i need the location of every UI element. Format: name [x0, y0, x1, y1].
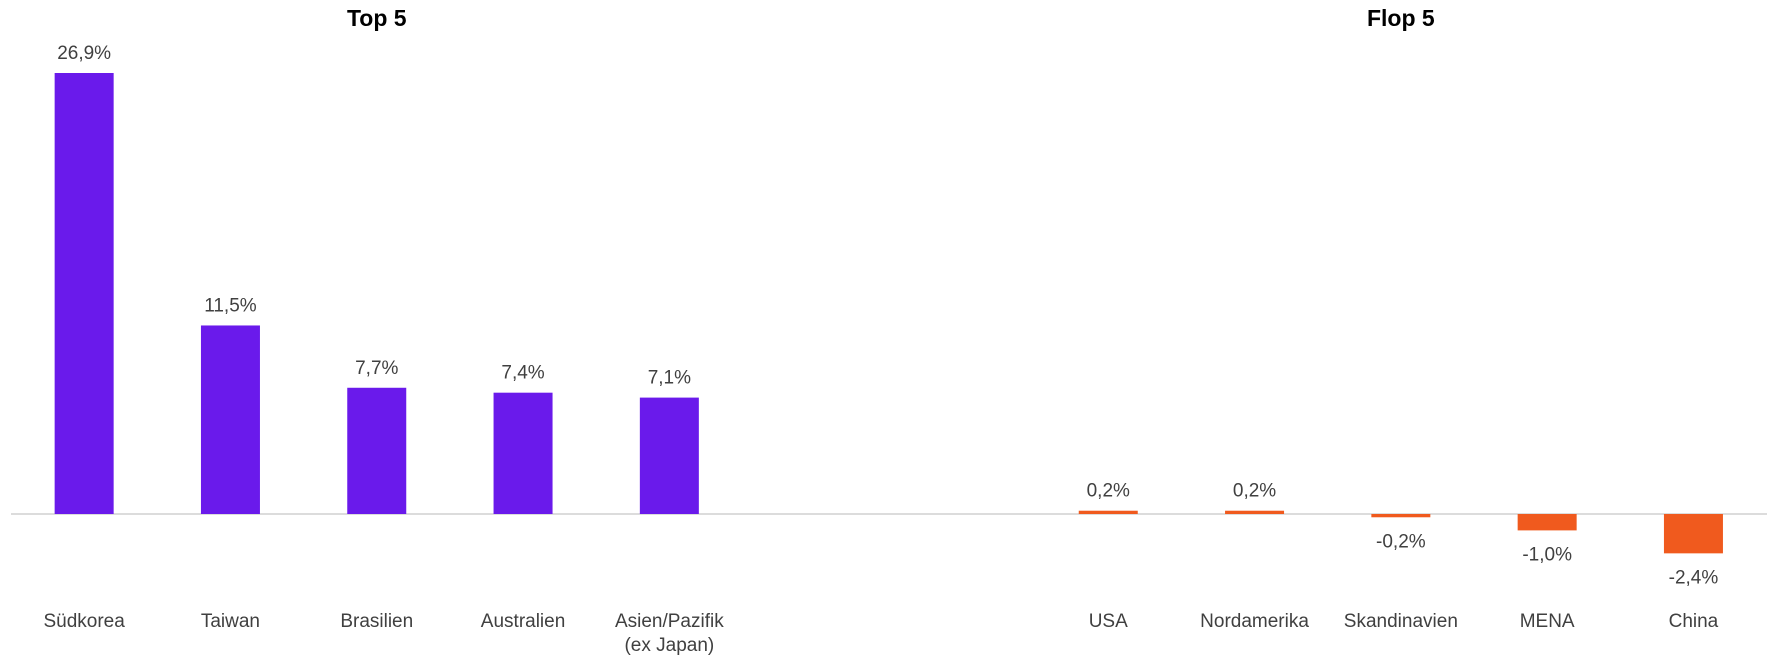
- x-tick-label: USA: [1089, 611, 1128, 632]
- bar: [639, 397, 699, 514]
- value-label: 7,7%: [355, 358, 398, 379]
- x-tick-label-line: Asien/Pazifik: [615, 611, 724, 632]
- chart-title: Top 5: [347, 5, 407, 31]
- value-label: -0,2%: [1376, 531, 1426, 552]
- x-tick-label: Asien/Pazifik (ex Japan): [615, 611, 724, 656]
- x-tick-label: Südkorea: [43, 611, 125, 632]
- x-tick-label: Taiwan: [201, 611, 260, 632]
- bar: [54, 73, 114, 514]
- value-label: -2,4%: [1669, 567, 1719, 588]
- x-tick-label: Australien: [481, 611, 566, 632]
- value-label: 7,1%: [648, 368, 691, 389]
- value-label: 26,9%: [57, 43, 111, 64]
- bar: [1078, 510, 1138, 514]
- value-label: 7,4%: [501, 363, 544, 384]
- x-tick-label: Brasilien: [340, 611, 413, 632]
- bar: [493, 392, 553, 514]
- x-tick-label: Nordamerika: [1200, 611, 1309, 632]
- value-label: 0,2%: [1087, 481, 1130, 502]
- bar: [347, 387, 407, 514]
- value-label: 11,5%: [204, 295, 257, 316]
- bar: [1225, 510, 1285, 514]
- chart-title: Flop 5: [1367, 5, 1435, 31]
- bar: [1517, 514, 1577, 531]
- value-label: -1,0%: [1522, 544, 1572, 565]
- x-tick-label-line: (ex Japan): [624, 635, 714, 656]
- x-tick-label: China: [1669, 611, 1719, 632]
- bar: [200, 325, 260, 514]
- bar: [1663, 514, 1723, 554]
- x-tick-label: MENA: [1520, 611, 1575, 632]
- bar: [1371, 514, 1431, 518]
- value-label: 0,2%: [1233, 481, 1276, 502]
- x-tick-label: Skandinavien: [1344, 611, 1458, 632]
